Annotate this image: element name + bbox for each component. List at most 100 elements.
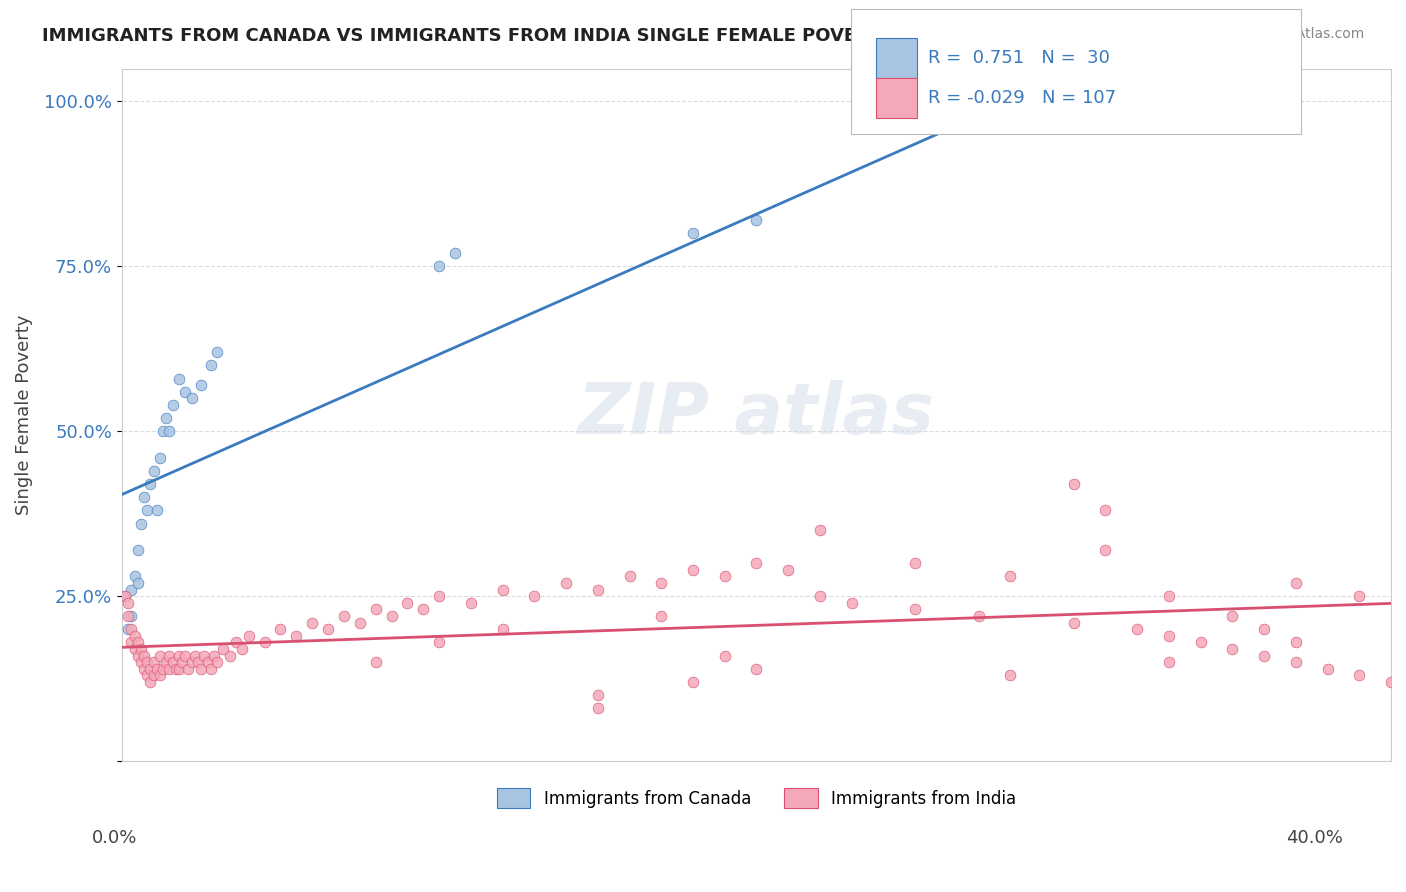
Point [149, 668, 172, 682]
Point [841, 596, 863, 610]
Point [460, 596, 482, 610]
Point [808, 523, 831, 537]
Text: ZIP atlas: ZIP atlas [578, 380, 935, 450]
Point [301, 615, 323, 630]
Point [149, 450, 172, 465]
Point [162, 655, 184, 669]
Point [1000, 668, 1022, 682]
Point [1285, 576, 1308, 591]
Point [1094, 543, 1116, 558]
Point [127, 576, 149, 591]
Point [523, 589, 546, 603]
Point [586, 701, 609, 715]
Point [136, 655, 159, 669]
Point [1253, 622, 1275, 636]
Point [745, 213, 768, 227]
Point [159, 425, 181, 439]
Point [225, 635, 247, 649]
Point [967, 609, 990, 624]
Point [1348, 668, 1371, 682]
Point [1063, 477, 1085, 491]
Point [120, 609, 142, 624]
Point [117, 609, 139, 624]
Point [1157, 629, 1180, 643]
Point [159, 662, 181, 676]
Point [1220, 642, 1243, 657]
Point [200, 359, 222, 373]
Point [167, 371, 190, 385]
Text: R = -0.029   N = 107: R = -0.029 N = 107 [928, 89, 1116, 107]
Point [713, 648, 735, 663]
Point [180, 655, 202, 669]
Point [586, 688, 609, 702]
Point [1157, 655, 1180, 669]
Point [444, 246, 467, 260]
Point [1094, 101, 1116, 115]
Point [904, 602, 927, 616]
Y-axis label: Single Female Poverty: Single Female Poverty [15, 315, 32, 515]
Point [184, 648, 207, 663]
Point [1157, 589, 1180, 603]
Point [205, 345, 228, 359]
Point [202, 648, 225, 663]
Point [650, 576, 672, 591]
Point [427, 635, 450, 649]
Point [904, 556, 927, 570]
Point [145, 503, 167, 517]
Point [180, 392, 202, 406]
Point [269, 622, 291, 636]
Point [155, 411, 177, 425]
Point [190, 662, 212, 676]
Point [114, 589, 136, 603]
Point [682, 563, 704, 577]
Point [165, 662, 187, 676]
Point [127, 543, 149, 558]
Point [253, 635, 276, 649]
Point [129, 642, 152, 657]
Point [427, 589, 450, 603]
Legend: Immigrants from Canada, Immigrants from India: Immigrants from Canada, Immigrants from … [491, 781, 1022, 815]
Point [132, 648, 155, 663]
Point [142, 464, 165, 478]
Point [129, 655, 152, 669]
Point [127, 635, 149, 649]
Point [142, 655, 165, 669]
Point [124, 569, 146, 583]
Point [177, 662, 200, 676]
Point [120, 622, 142, 636]
Point [190, 378, 212, 392]
Point [1316, 662, 1339, 676]
Point [1111, 97, 1133, 112]
Point [139, 477, 162, 491]
Point [1220, 609, 1243, 624]
Point [187, 655, 209, 669]
Text: Source: ZipAtlas.com: Source: ZipAtlas.com [1216, 27, 1364, 41]
Point [349, 615, 371, 630]
Point [136, 668, 159, 682]
Point [1253, 648, 1275, 663]
Point [1000, 569, 1022, 583]
Point [333, 609, 356, 624]
Point [491, 582, 513, 597]
Point [285, 629, 308, 643]
Point [114, 589, 136, 603]
Point [174, 384, 197, 399]
Point [316, 622, 339, 636]
Point [193, 648, 215, 663]
Point [205, 655, 228, 669]
Point [745, 556, 768, 570]
Point [149, 648, 172, 663]
Point [231, 642, 253, 657]
Point [124, 629, 146, 643]
Point [713, 569, 735, 583]
Point [136, 503, 159, 517]
Point [172, 655, 194, 669]
Point [162, 398, 184, 412]
Point [364, 602, 387, 616]
Point [238, 629, 260, 643]
Point [212, 642, 235, 657]
Point [491, 622, 513, 636]
Point [200, 662, 222, 676]
Text: 40.0%: 40.0% [1286, 829, 1343, 847]
Point [132, 662, 155, 676]
